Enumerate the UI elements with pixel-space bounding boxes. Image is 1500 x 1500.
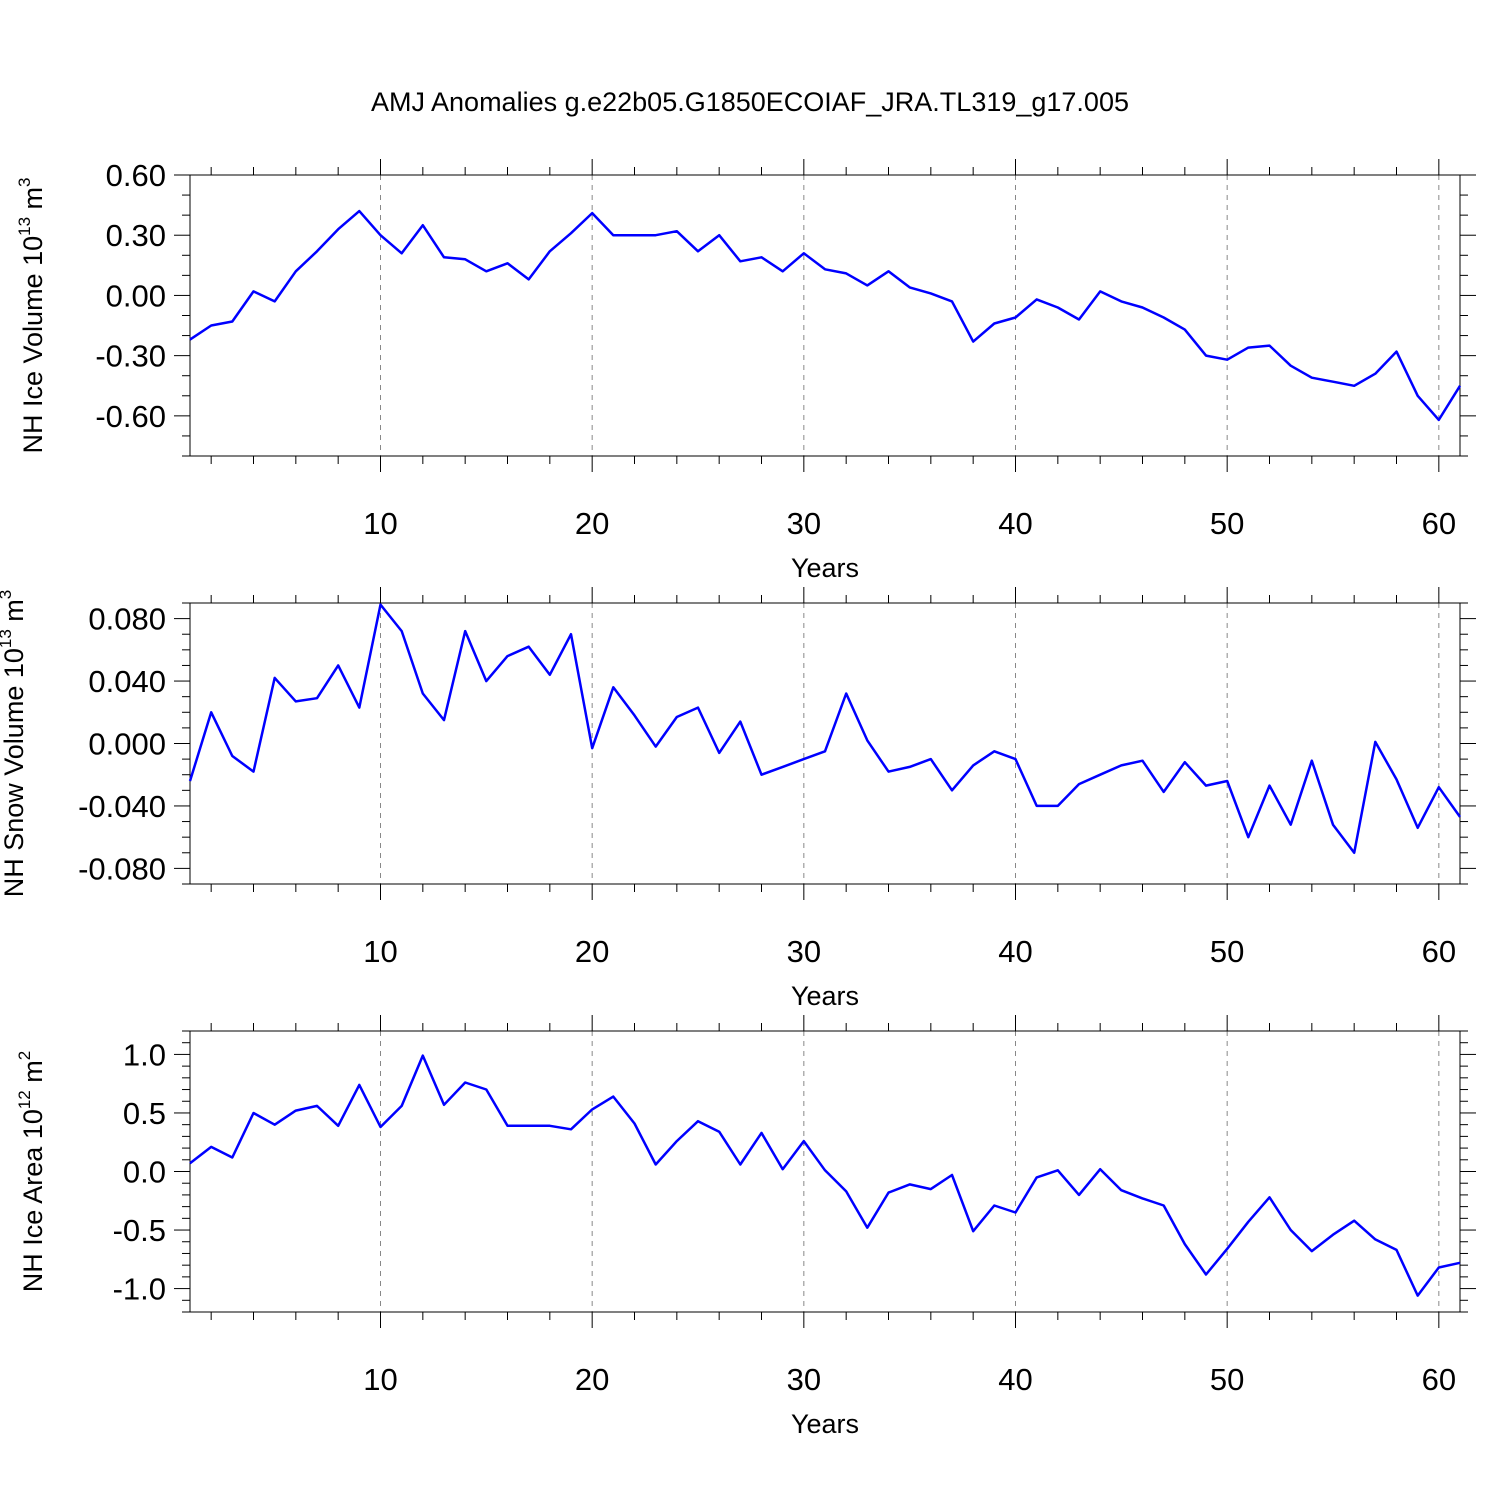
y-axis-label-unit-exponent: 3 [15,178,34,187]
x-tick-label: 40 [998,1362,1032,1397]
y-tick-label: -0.040 [78,789,166,824]
x-tick-label: 10 [363,506,397,541]
panel-1: 0.60 0.30 0.00 -0.30 -0.60 10 20 30 40 50 60 Years N… [15,158,1476,583]
y-tick-label: -1.0 [113,1272,166,1307]
y-tick-label: -0.30 [95,339,166,374]
y-axis-label-unit: m [18,1060,48,1090]
x-tick-label: 30 [787,1362,821,1397]
y-axis-label-exponent: 12 [15,1090,34,1109]
x-tick-label: 60 [1422,934,1456,969]
y-tick-label: 0.30 [106,218,166,253]
y-tick-label: -0.5 [113,1213,166,1248]
x-axis-label: Years [791,981,859,1011]
y-axis-label-exponent: 13 [0,629,15,648]
figure-title: AMJ Anomalies g.e22b05.G1850ECOIAF_JRA.T… [371,87,1129,117]
x-tick-label: 20 [575,934,609,969]
y-tick-label: -0.60 [95,399,166,434]
y-axis-label: NH Snow Volume 1013 m3 [0,590,29,898]
x-tick-label: 40 [998,934,1032,969]
y-axis-label-unit: m [18,187,48,217]
y-axis-label: NH Ice Area 1012 m2 [15,1051,48,1292]
y-tick-label: 0.0 [123,1155,166,1190]
y-tick-label: 0.60 [106,158,166,193]
x-tick-label: 20 [575,506,609,541]
series-line [189,1054,1461,1297]
x-tick-label: 60 [1422,506,1456,541]
x-tick-label: 30 [787,934,821,969]
series-line [189,209,1462,422]
panels: 0.60 0.30 0.00 -0.30 -0.60 10 20 30 40 50 60 Years N… [0,158,1476,1439]
y-axis-label-exponent: 13 [15,217,34,236]
x-tick-label: 10 [363,934,397,969]
x-axis-label: Years [791,553,859,583]
x-tick-label: 60 [1422,1362,1456,1397]
x-tick-label: 40 [998,506,1032,541]
y-tick-label: 0.080 [88,602,166,637]
panel-2: 0.080 0.040 0.000 -0.040 -0.080 10 20 30 40 50 60 Y… [0,587,1476,1011]
y-axis-label-unit-exponent: 3 [0,590,15,599]
y-axis-label-text: NH Snow Volume 10 [0,648,29,897]
y-axis-label-text: NH Ice Area 10 [18,1109,48,1292]
y-axis-label-text: NH Ice Volume 10 [18,236,48,454]
y-tick-label: 0.5 [123,1096,166,1131]
panel-3: 1.0 0.5 0.0 -0.5 -1.0 10 20 30 40 50 60 Years NH Ice… [15,1015,1476,1439]
x-tick-label: 50 [1210,1362,1244,1397]
x-tick-label: 20 [575,1362,609,1397]
x-tick-label: 30 [787,506,821,541]
x-tick-label: 50 [1210,506,1244,541]
y-axis-label-unit-exponent: 2 [15,1051,34,1060]
y-tick-label: 1.0 [123,1037,166,1072]
series-line [188,603,1462,855]
x-tick-label: 10 [363,1362,397,1397]
y-tick-label: 0.000 [88,727,166,762]
y-tick-label: 0.040 [88,664,166,699]
y-axis-label-unit: m [0,599,29,629]
x-axis-label: Years [791,1409,859,1439]
y-tick-label: -0.080 [78,851,166,886]
x-tick-label: 50 [1210,934,1244,969]
y-axis-label: NH Ice Volume 1013 m3 [15,178,48,454]
y-tick-label: 0.00 [106,278,166,313]
